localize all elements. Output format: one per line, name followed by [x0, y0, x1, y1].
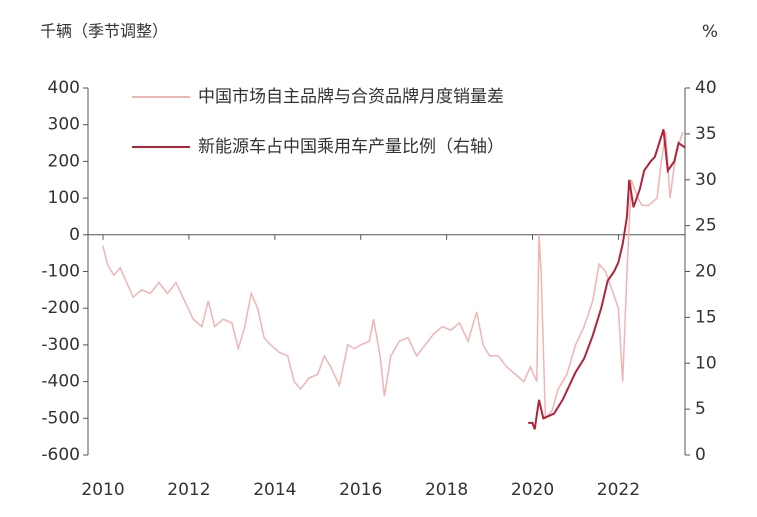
y2-tick-label: 10 [695, 353, 717, 373]
y2-tick-label: 35 [695, 124, 717, 144]
y2-tick-label: 40 [695, 78, 717, 98]
y2-tick-label: 0 [695, 445, 706, 465]
y-tick-label: 100 [48, 188, 80, 208]
y-tick-label: -100 [41, 262, 80, 282]
right-axis-label: % [702, 22, 718, 42]
x-tick-label: 2010 [81, 480, 124, 500]
y2-tick-label: 15 [695, 307, 717, 327]
y-tick-label: -500 [41, 408, 80, 428]
legend-label: 中国市场自主品牌与合资品牌月度销量差 [198, 87, 504, 107]
y-tick-label: -200 [41, 298, 80, 318]
y-tick-label: -400 [41, 372, 80, 392]
y2-tick-label: 20 [695, 262, 717, 282]
y-tick-label: 0 [69, 225, 80, 245]
y2-tick-label: 25 [695, 216, 717, 236]
y-tick-label: 400 [48, 78, 80, 98]
x-tick-label: 2018 [425, 480, 468, 500]
x-tick-label: 2014 [253, 480, 296, 500]
y2-tick-label: 5 [695, 399, 706, 419]
y2-tick-label: 30 [695, 170, 717, 190]
y-tick-label: -600 [41, 445, 80, 465]
y-tick-label: -300 [41, 335, 80, 355]
series-line [528, 129, 686, 430]
x-tick-label: 2012 [167, 480, 210, 500]
x-tick-label: 2022 [597, 480, 640, 500]
y-tick-label: 300 [48, 115, 80, 135]
x-tick-label: 2016 [339, 480, 382, 500]
series-line [102, 131, 684, 421]
legend-label: 新能源车占中国乘用车产量比例（右轴） [198, 137, 504, 157]
y-tick-label: 200 [48, 151, 80, 171]
x-tick-label: 2020 [511, 480, 554, 500]
left-axis-label: 千辆（季节调整） [40, 22, 168, 41]
